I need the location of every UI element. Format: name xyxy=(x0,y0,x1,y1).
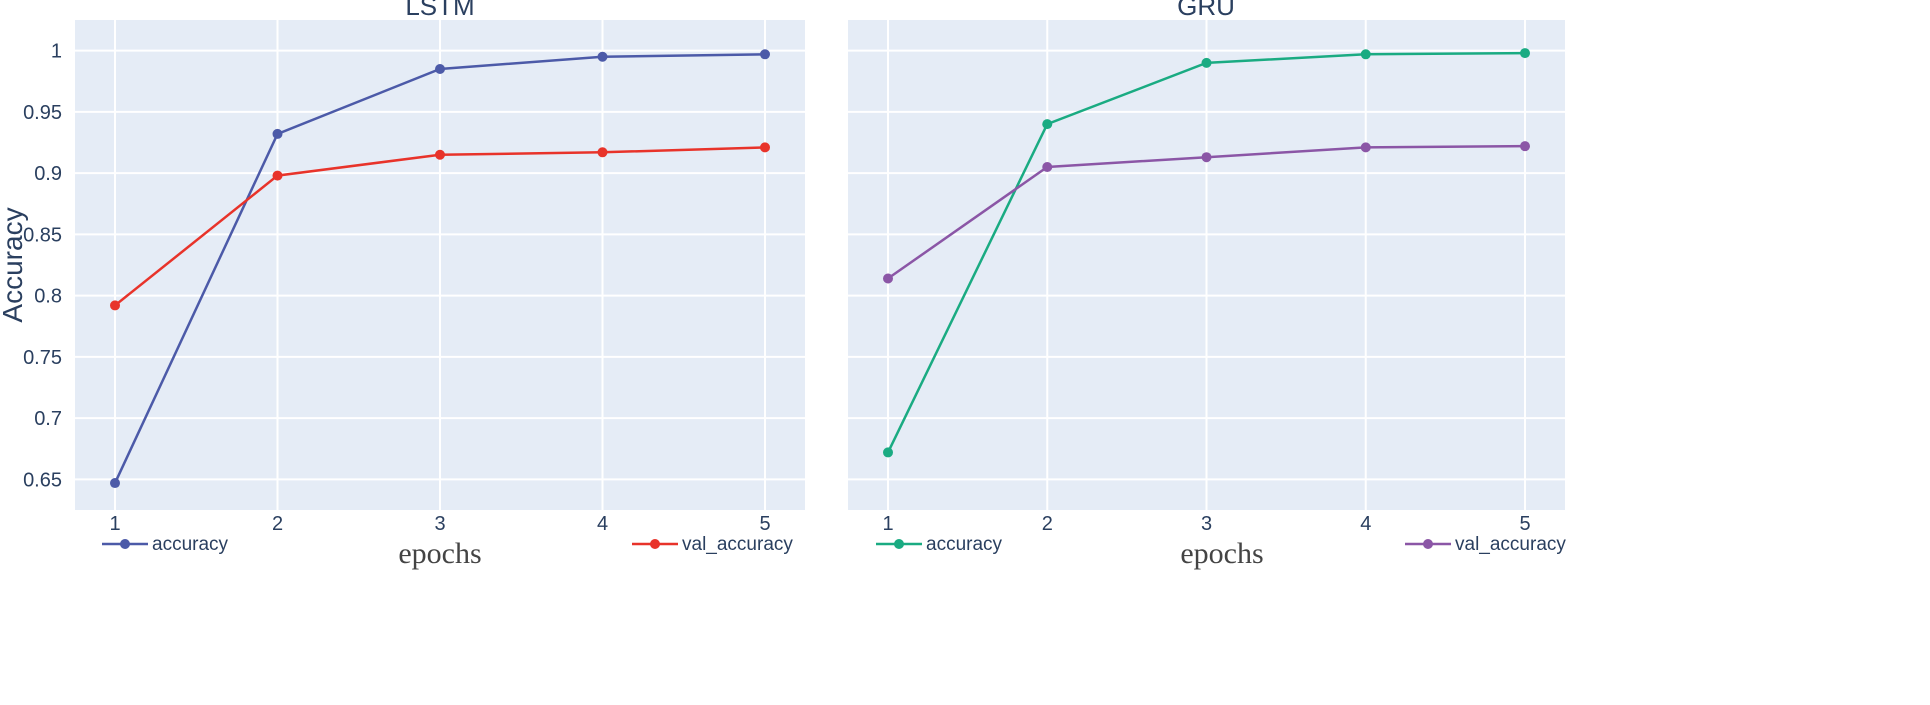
y-tick-label: 0.65 xyxy=(23,469,62,491)
y-tick-label: 0.75 xyxy=(23,347,62,369)
x-tick-label: 4 xyxy=(597,513,608,535)
x-axis-label: epochs xyxy=(1180,537,1263,570)
legend-marker xyxy=(1423,539,1433,549)
legend-label: accuracy xyxy=(926,534,1003,555)
x-tick-label: 3 xyxy=(434,513,445,535)
data-point xyxy=(1042,162,1053,172)
legend-label: val_accuracy xyxy=(682,534,793,555)
data-point xyxy=(435,64,445,74)
data-point xyxy=(110,478,120,489)
panel-gru: 1 2 3 4 5 GRU epochs accuracy val_accuracy xyxy=(848,0,1566,570)
data-point xyxy=(1042,119,1053,130)
x-tick-label: 4 xyxy=(1360,513,1371,535)
data-point xyxy=(883,447,893,458)
data-point xyxy=(110,300,120,311)
x-tick-label: 2 xyxy=(1042,513,1053,535)
y-axis-label: Accuracy xyxy=(0,207,28,322)
data-point xyxy=(1201,152,1212,163)
x-tick-label: 3 xyxy=(1201,513,1212,535)
data-point xyxy=(760,142,770,153)
legend-item[interactable]: accuracy xyxy=(876,534,1003,555)
series-val-accuracy xyxy=(883,141,1530,284)
legend-item[interactable]: val_accuracy xyxy=(632,534,793,555)
series-val-accuracy xyxy=(110,142,770,311)
legend-marker xyxy=(120,539,130,549)
legend-item[interactable]: accuracy xyxy=(102,534,229,555)
data-point xyxy=(760,49,770,60)
data-point xyxy=(883,273,893,284)
series-accuracy xyxy=(883,48,1530,458)
y-tick-label: 0.9 xyxy=(34,163,62,185)
data-point xyxy=(1520,141,1530,152)
x-tick-label: 2 xyxy=(272,513,283,535)
y-tick-label: 0.7 xyxy=(34,408,62,430)
data-point xyxy=(1360,142,1371,153)
y-tick-label: 0.8 xyxy=(34,286,62,308)
data-point xyxy=(597,51,608,62)
legend-item[interactable]: val_accuracy xyxy=(1405,534,1566,555)
legend-label: val_accuracy xyxy=(1455,534,1566,555)
panel-title: GRU xyxy=(1177,0,1235,21)
x-tick-label: 5 xyxy=(1519,513,1530,535)
y-tick-label: 0.95 xyxy=(23,102,62,124)
legend-marker xyxy=(894,539,904,549)
data-point xyxy=(272,128,283,139)
panel-lstm: 0.65 0.7 0.75 0.8 0.85 0.9 0.95 1 1 2 3 4 5 LSTM epoch… xyxy=(0,0,805,570)
x-tick-label: 1 xyxy=(882,513,893,535)
y-tick-label: 1 xyxy=(51,41,62,63)
legend-marker xyxy=(650,539,660,549)
series-accuracy xyxy=(110,49,770,489)
data-point xyxy=(1360,49,1371,60)
data-point xyxy=(1520,48,1530,59)
x-tick-label: 1 xyxy=(109,513,120,535)
data-point xyxy=(435,149,445,160)
data-point xyxy=(597,147,608,158)
legend-label: accuracy xyxy=(152,534,229,555)
y-tick-label: 0.85 xyxy=(23,224,62,246)
panel-title: LSTM xyxy=(405,0,474,21)
data-point xyxy=(272,170,283,181)
x-tick-label: 5 xyxy=(759,513,770,535)
x-axis-label: epochs xyxy=(398,537,481,570)
data-point xyxy=(1201,57,1212,68)
